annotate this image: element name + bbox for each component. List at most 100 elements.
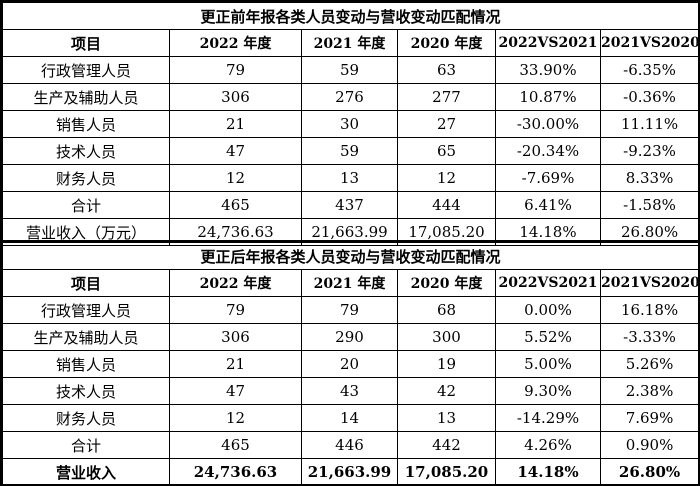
table-row-total: 合计 465 446 442 4.26% 0.90% [2,431,700,459]
cell: -3.33% [599,323,700,351]
cell: -14.29% [495,404,601,432]
cell: 7.69% [599,404,700,432]
cell: 276 [301,83,398,111]
table-row: 生产及辅助人员 306 276 277 10.87% -0.36% [2,83,700,111]
table-before-correction: 更正前年报各类人员变动与营收变动匹配情况 项目 2022 年度 2021 年度 … [1,2,700,246]
cell: -0.36% [599,83,700,111]
header-2021: 2021 年度 [301,29,398,57]
table-row: 生产及辅助人员 306 290 300 5.52% -3.33% [2,323,700,351]
cell: 21 [169,350,302,378]
table-title-row: 更正后年报各类人员变动与营收变动匹配情况 [1,242,700,270]
cell: 12 [397,164,496,192]
table-row: 技术人员 47 59 65 -20.34% -9.23% [2,137,700,165]
cell: 13 [301,164,398,192]
cell: 79 [169,56,302,84]
cell: 47 [169,137,302,165]
cell: 59 [301,56,398,84]
table-title-before: 更正前年报各类人员变动与营收变动匹配情况 [1,2,700,30]
cell: 17,085.20 [397,458,496,486]
cell: 65 [397,137,496,165]
cell: 12 [169,404,302,432]
cell: 5.52% [495,323,601,351]
table-title-after: 更正后年报各类人员变动与营收变动匹配情况 [1,242,700,270]
cell: 21,663.99 [301,458,398,486]
cell: 79 [301,296,398,324]
header-2021vs2020: 2021VS2020 [599,29,700,57]
cell: 68 [397,296,496,324]
table-row-total: 合计 465 437 444 6.41% -1.58% [2,191,700,219]
cell: 4.26% [495,431,601,459]
row-label: 销售人员 [2,110,170,138]
header-row: 项目 2022 年度 2021 年度 2020 年度 2022VS2021 20… [2,269,700,297]
cell: 444 [397,191,496,219]
cell: 12 [169,164,302,192]
cell: 290 [301,323,398,351]
header-2020: 2020 年度 [397,269,496,297]
table-row: 财务人员 12 14 13 -14.29% 7.69% [2,404,700,432]
cell: 465 [169,431,302,459]
header-2022vs2021: 2022VS2021 [495,269,601,297]
cell: 13 [397,404,496,432]
cell: 24,736.63 [169,458,302,486]
row-label: 销售人员 [2,350,170,378]
cell: 8.33% [599,164,700,192]
cell: 27 [397,110,496,138]
table-row: 销售人员 21 20 19 5.00% 5.26% [2,350,700,378]
cell: 9.30% [495,377,601,405]
cell: 306 [169,323,302,351]
cell: 63 [397,56,496,84]
cell: 33.90% [495,56,601,84]
header-item: 项目 [2,269,170,297]
row-label: 合计 [2,431,170,459]
row-label: 行政管理人员 [2,296,170,324]
header-item: 项目 [2,29,170,57]
cell: 446 [301,431,398,459]
cell: 16.18% [599,296,700,324]
section-divider [2,240,698,242]
row-label: 生产及辅助人员 [2,83,170,111]
cell: -9.23% [599,137,700,165]
cell: 30 [301,110,398,138]
table-title-row: 更正前年报各类人员变动与营收变动匹配情况 [1,2,700,30]
cell: 26.80% [599,458,700,486]
cell: 300 [397,323,496,351]
cell: -30.00% [495,110,601,138]
row-label: 财务人员 [2,404,170,432]
cell: 47 [169,377,302,405]
header-2021: 2021 年度 [301,269,398,297]
header-2020: 2020 年度 [397,29,496,57]
header-row: 项目 2022 年度 2021 年度 2020 年度 2022VS2021 20… [2,29,700,57]
cell: 42 [397,377,496,405]
cell: 14.18% [495,458,601,486]
cell: -20.34% [495,137,601,165]
header-2022: 2022 年度 [169,269,302,297]
cell: 59 [301,137,398,165]
cell: 11.11% [599,110,700,138]
cell: 306 [169,83,302,111]
row-label: 财务人员 [2,164,170,192]
row-label: 技术人员 [2,377,170,405]
cell: 79 [169,296,302,324]
row-label: 生产及辅助人员 [2,323,170,351]
row-label: 营业收入 [2,458,170,486]
cell: 10.87% [495,83,601,111]
cell: 0.00% [495,296,601,324]
table-row: 行政管理人员 79 59 63 33.90% -6.35% [2,56,700,84]
header-2022: 2022 年度 [169,29,302,57]
cell: 2.38% [599,377,700,405]
cell: -7.69% [495,164,601,192]
cell: -6.35% [599,56,700,84]
cell: 19 [397,350,496,378]
cell: -1.58% [599,191,700,219]
row-label: 合计 [2,191,170,219]
table-row-revenue: 营业收入 24,736.63 21,663.99 17,085.20 14.18… [2,458,700,486]
cell: 21 [169,110,302,138]
cell: 465 [169,191,302,219]
cell: 277 [397,83,496,111]
header-2021vs2020: 2021VS2020 [599,269,700,297]
table-after-correction: 更正后年报各类人员变动与营收变动匹配情况 项目 2022 年度 2021 年度 … [1,242,700,486]
cell: 14 [301,404,398,432]
cell: 0.90% [599,431,700,459]
cell: 43 [301,377,398,405]
